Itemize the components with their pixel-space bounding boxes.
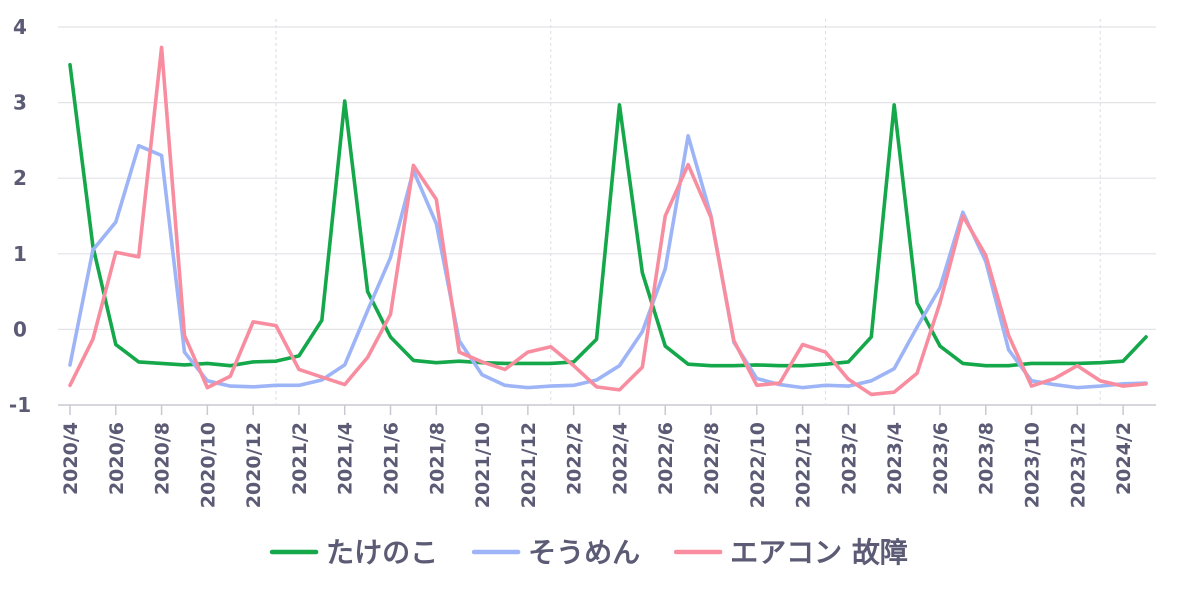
- x-tick-label: 2022/4: [609, 422, 631, 495]
- x-tick-label: 2023/12: [1067, 422, 1089, 508]
- x-tick-label: 2021/12: [518, 422, 540, 508]
- x-tick-label: 2021/2: [289, 422, 311, 495]
- series-line-3: [68, 45, 1148, 397]
- x-tick-label: 2023/8: [976, 422, 998, 495]
- x-tick-label: 2021/6: [381, 422, 403, 495]
- x-tick-label: 2021/10: [472, 422, 494, 508]
- series-lines: [68, 45, 1148, 397]
- series-line-1: [68, 63, 1148, 368]
- series-line-2: [68, 134, 1148, 390]
- x-tick-label: 2020/4: [60, 422, 82, 495]
- x-axis-ticks: 2020/4 2020/6 2020/8 2020/10 2020/12 2021/2 20…: [60, 405, 1135, 508]
- y-tick-label: 3: [13, 91, 27, 115]
- x-tick-label: 2022/10: [747, 422, 769, 508]
- legend-item: たけのこ: [269, 536, 438, 569]
- legend-label: そうめん: [528, 536, 640, 569]
- y-tick-label: 0: [13, 317, 27, 341]
- legend-item: そうめん: [471, 536, 640, 569]
- x-tick-label: 2022/8: [701, 422, 723, 495]
- x-tick-label: 2022/2: [564, 422, 586, 495]
- x-tick-label: 2023/6: [930, 422, 952, 495]
- x-tick-label: 2023/4: [884, 422, 906, 495]
- x-tick-label: 2020/6: [106, 422, 128, 495]
- x-tick-label: 2023/2: [838, 422, 860, 495]
- y-tick-label: 2: [13, 166, 27, 190]
- legend: たけのこ そうめん エアコン 故障: [269, 536, 908, 569]
- x-tick-label: 2022/12: [793, 422, 815, 508]
- legend-label: たけのこ: [326, 536, 438, 569]
- x-tick-label: 2022/6: [655, 422, 677, 495]
- y-tick-label: -1: [9, 393, 31, 417]
- x-tick-label: 2024/2: [1113, 422, 1135, 495]
- x-tick-label: 2023/10: [1022, 422, 1044, 508]
- legend-item: エアコン 故障: [673, 536, 908, 569]
- y-axis-ticks: -1 0 1 2 3 4: [9, 15, 31, 417]
- x-tick-label: 2020/12: [243, 422, 265, 508]
- grid: [58, 19, 1156, 406]
- x-tick-label: 2021/4: [335, 422, 357, 495]
- x-tick-label: 2020/10: [197, 422, 219, 508]
- y-tick-label: 4: [13, 15, 27, 39]
- x-tick-label: 2020/8: [152, 422, 174, 495]
- y-tick-label: 1: [13, 242, 27, 266]
- legend-label: エアコン 故障: [730, 536, 908, 569]
- x-tick-label: 2021/8: [426, 422, 448, 495]
